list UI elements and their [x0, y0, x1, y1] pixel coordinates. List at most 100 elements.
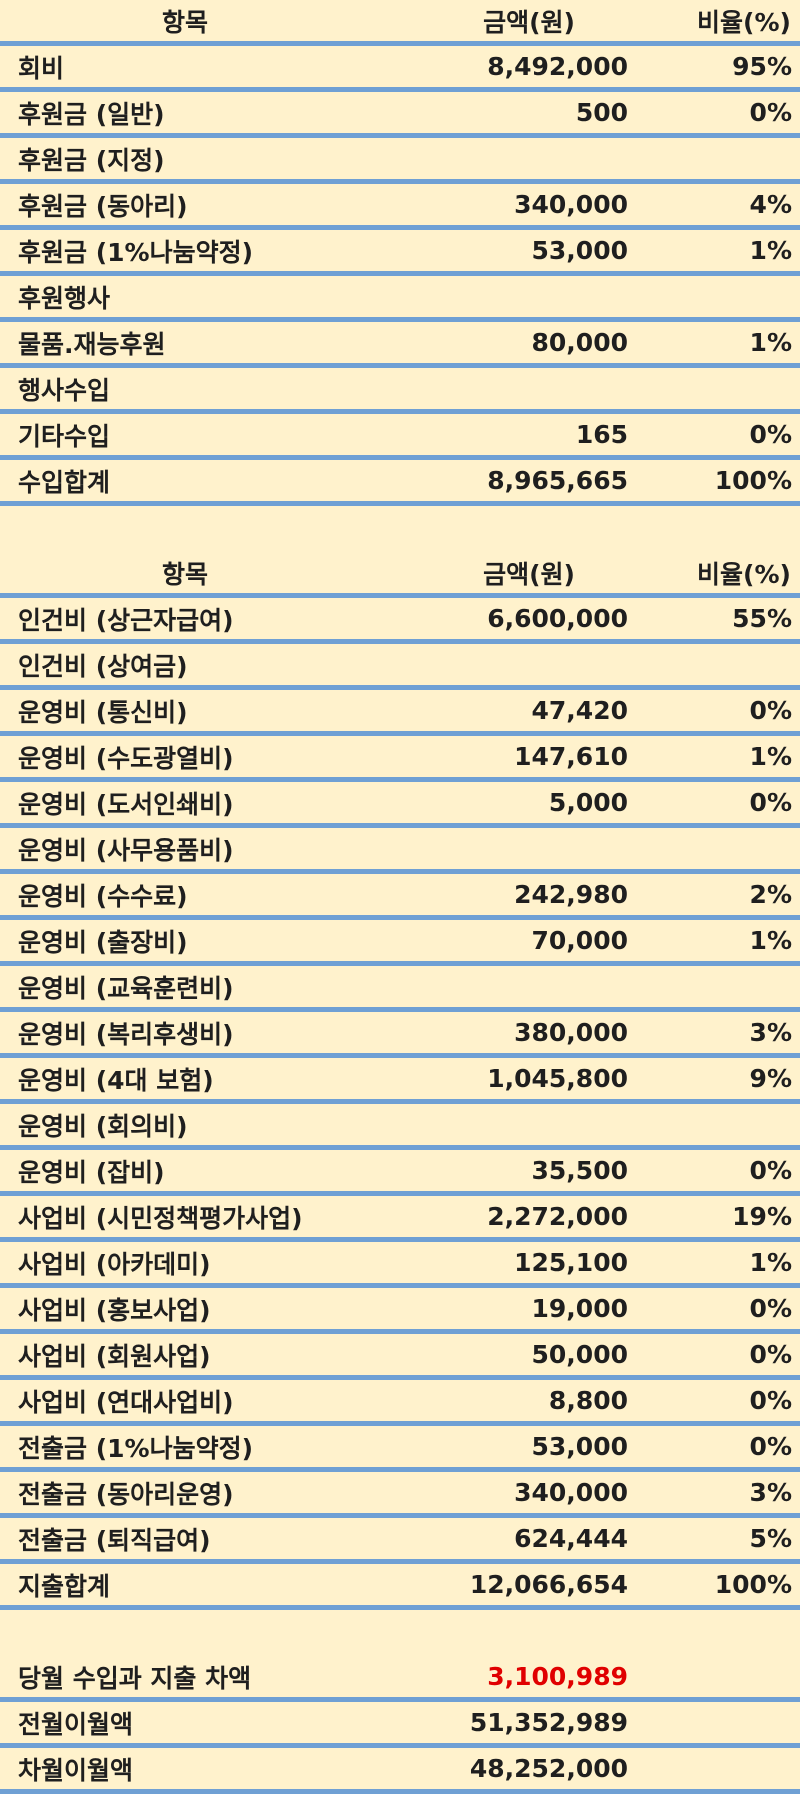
row-amount: 12,066,654 [469, 1570, 628, 1599]
row-amount: 3,100,989 [487, 1662, 628, 1691]
row-ratio: 95% [732, 52, 792, 81]
table-row: 운영비 (사무용품비) [0, 828, 800, 874]
row-item-label: 운영비 (복리후생비) [18, 1019, 234, 1049]
table-row: 인건비 (상근자급여) 6,600,000 55% [0, 598, 800, 644]
balance-table: 당월 수입과 지출 차액 3,100,989 전월이월액 51,352,989 차월이월… [0, 1656, 800, 1794]
income-header-row: 항목 금액(원) 비율(%) [0, 0, 800, 46]
row-amount: 165 [575, 420, 628, 449]
row-item-label: 운영비 (수수료) [18, 881, 188, 911]
row-amount: 2,272,000 [487, 1202, 628, 1231]
table-row: 사업비 (아카데미) 125,100 1% [0, 1242, 800, 1288]
row-amount: 5,000 [548, 788, 628, 817]
expense-header-row: 항목 금액(원) 비율(%) [0, 552, 800, 598]
table-row: 후원금 (일반) 500 0% [0, 92, 800, 138]
table-row: 전출금 (퇴직급여) 624,444 5% [0, 1518, 800, 1564]
row-item-label: 운영비 (도서인쇄비) [18, 789, 234, 819]
row-ratio: 1% [749, 1248, 792, 1277]
row-amount: 624,444 [514, 1524, 628, 1553]
table-row: 운영비 (통신비) 47,420 0% [0, 690, 800, 736]
row-ratio: 1% [749, 236, 792, 265]
row-amount: 53,000 [531, 236, 628, 265]
row-item-label: 후원금 (지정) [18, 145, 165, 175]
row-item-label: 운영비 (수도광열비) [18, 743, 234, 773]
row-item-label: 운영비 (통신비) [18, 697, 188, 727]
row-amount: 48,252,000 [469, 1754, 628, 1783]
table-row: 당월 수입과 지출 차액 3,100,989 [0, 1656, 800, 1702]
table-row: 전출금 (동아리운영) 340,000 3% [0, 1472, 800, 1518]
row-ratio: 9% [749, 1064, 792, 1093]
balance-rows: 당월 수입과 지출 차액 3,100,989 전월이월액 51,352,989 차월이월… [0, 1656, 800, 1794]
row-ratio: 19% [732, 1202, 792, 1231]
row-ratio: 4% [749, 190, 792, 219]
table-row: 인건비 (상여금) [0, 644, 800, 690]
row-amount: 35,500 [531, 1156, 628, 1185]
row-ratio: 100% [714, 466, 792, 495]
table-row: 운영비 (회의비) [0, 1104, 800, 1150]
row-item-label: 사업비 (아카데미) [18, 1249, 211, 1279]
row-ratio: 0% [749, 1432, 792, 1461]
table-row: 행사수입 [0, 368, 800, 414]
header-ratio: 비율(%) [697, 7, 791, 37]
row-item-label: 사업비 (회원사업) [18, 1341, 211, 1371]
row-ratio: 0% [749, 1386, 792, 1415]
row-item-label: 전출금 (동아리운영) [18, 1479, 234, 1509]
row-item-label: 수입합계 [18, 467, 111, 497]
row-item-label: 인건비 (상근자급여) [18, 605, 234, 635]
row-item-label: 회비 [18, 53, 65, 83]
table-row: 사업비 (시민정책평가사업) 2,272,000 19% [0, 1196, 800, 1242]
income-table: 항목 금액(원) 비율(%) 회비 8,492,000 95% 후원금 (일반) 500… [0, 0, 800, 506]
row-amount: 1,045,800 [487, 1064, 628, 1093]
row-ratio: 5% [749, 1524, 792, 1553]
row-amount: 19,000 [531, 1294, 628, 1323]
table-row: 사업비 (홍보사업) 19,000 0% [0, 1288, 800, 1334]
spacer-row [0, 506, 800, 557]
header-item: 항목 [161, 7, 208, 37]
row-item-label: 사업비 (홍보사업) [18, 1295, 211, 1325]
row-item-label: 행사수입 [18, 375, 111, 405]
table-row: 전출금 (1%나눔약정) 53,000 0% [0, 1426, 800, 1472]
row-ratio: 1% [749, 328, 792, 357]
row-amount: 8,965,665 [487, 466, 628, 495]
row-item-label: 인건비 (상여금) [18, 651, 188, 681]
income-rows: 회비 8,492,000 95% 후원금 (일반) 500 0% 후원금 (지정) 후원금 (… [0, 46, 800, 506]
row-ratio: 0% [749, 98, 792, 127]
header-ratio: 비율(%) [697, 559, 791, 589]
row-item-label: 전출금 (1%나눔약정) [18, 1433, 253, 1463]
row-item-label: 운영비 (4대 보험) [18, 1065, 214, 1095]
row-item-label: 당월 수입과 지출 차액 [18, 1663, 252, 1693]
row-amount: 51,352,989 [469, 1708, 628, 1737]
table-row: 운영비 (4대 보험) 1,045,800 9% [0, 1058, 800, 1104]
row-item-label: 후원금 (동아리) [18, 191, 188, 221]
table-row: 물품.재능후원 80,000 1% [0, 322, 800, 368]
header-item: 항목 [161, 559, 208, 589]
table-row: 운영비 (출장비) 70,000 1% [0, 920, 800, 966]
row-amount: 8,492,000 [487, 52, 628, 81]
spacer-row [0, 1610, 800, 1661]
table-row: 수입합계 8,965,665 100% [0, 460, 800, 506]
row-ratio: 2% [749, 880, 792, 909]
row-ratio: 0% [749, 1294, 792, 1323]
table-row: 기타수입 165 0% [0, 414, 800, 460]
table-row: 후원금 (지정) [0, 138, 800, 184]
row-item-label: 전월이월액 [18, 1709, 134, 1739]
row-amount: 47,420 [531, 696, 628, 725]
row-ratio: 3% [749, 1478, 792, 1507]
row-amount: 500 [575, 98, 628, 127]
header-amount: 금액(원) [483, 559, 575, 589]
row-ratio: 0% [749, 788, 792, 817]
row-ratio: 0% [749, 1340, 792, 1369]
row-item-label: 사업비 (연대사업비) [18, 1387, 234, 1417]
table-row: 지출합계 12,066,654 100% [0, 1564, 800, 1610]
expense-table: 항목 금액(원) 비율(%) 인건비 (상근자급여) 6,600,000 55% 인건… [0, 552, 800, 1610]
row-ratio: 0% [749, 696, 792, 725]
row-ratio: 1% [749, 926, 792, 955]
row-ratio: 0% [749, 420, 792, 449]
row-ratio: 1% [749, 742, 792, 771]
row-amount: 53,000 [531, 1432, 628, 1461]
row-item-label: 운영비 (사무용품비) [18, 835, 234, 865]
row-item-label: 운영비 (교육훈련비) [18, 973, 234, 1003]
table-row: 차월이월액 48,252,000 [0, 1748, 800, 1794]
table-row: 전월이월액 51,352,989 [0, 1702, 800, 1748]
row-amount: 125,100 [514, 1248, 628, 1277]
